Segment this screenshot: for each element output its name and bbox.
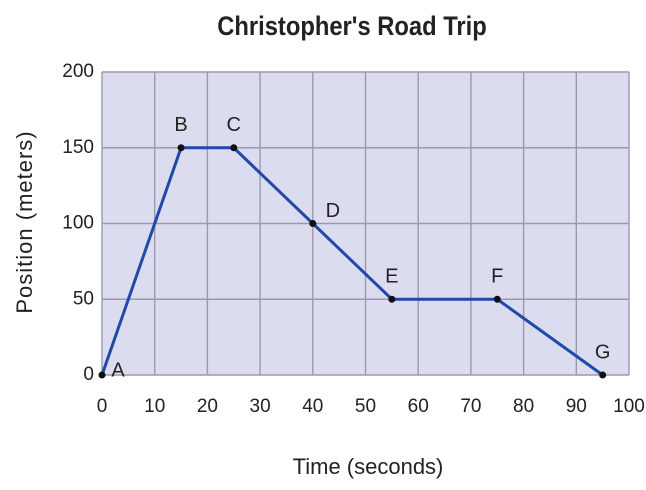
x-tick-label: 0: [97, 396, 108, 417]
point-label: E: [385, 266, 398, 288]
x-tick-label: 100: [613, 396, 645, 417]
x-tick-label: 90: [566, 396, 587, 417]
x-tick-label: 70: [460, 396, 481, 417]
x-tick-label: 30: [250, 396, 271, 417]
point: [230, 144, 238, 152]
x-tick-label: 40: [302, 396, 323, 417]
y-tick-label: 0: [83, 364, 94, 385]
y-tick-label: 150: [62, 137, 94, 158]
point-label: G: [595, 341, 611, 363]
point: [98, 371, 106, 379]
point-label: B: [174, 114, 187, 136]
chart-title: Christopher's Road Trip: [217, 12, 487, 42]
point: [177, 144, 185, 152]
x-tick-label: 60: [408, 396, 429, 417]
x-tick-label: 20: [197, 396, 218, 417]
y-tick-label: 100: [62, 213, 94, 234]
x-tick-label: 80: [513, 396, 534, 417]
point-label: C: [227, 114, 241, 136]
x-tick-label: 50: [355, 396, 376, 417]
x-axis-label: Time (seconds): [293, 454, 444, 479]
point: [599, 371, 607, 379]
y-tick-label: 50: [73, 288, 94, 309]
point-label: A: [111, 359, 125, 381]
x-tick-label: 10: [144, 396, 165, 417]
y-axis-label: Position (meters): [12, 130, 37, 313]
point-label: D: [326, 200, 340, 222]
point: [388, 295, 396, 303]
point-label: F: [491, 266, 503, 288]
y-tick-label: 200: [62, 61, 94, 82]
point: [493, 295, 501, 303]
point: [309, 220, 317, 227]
